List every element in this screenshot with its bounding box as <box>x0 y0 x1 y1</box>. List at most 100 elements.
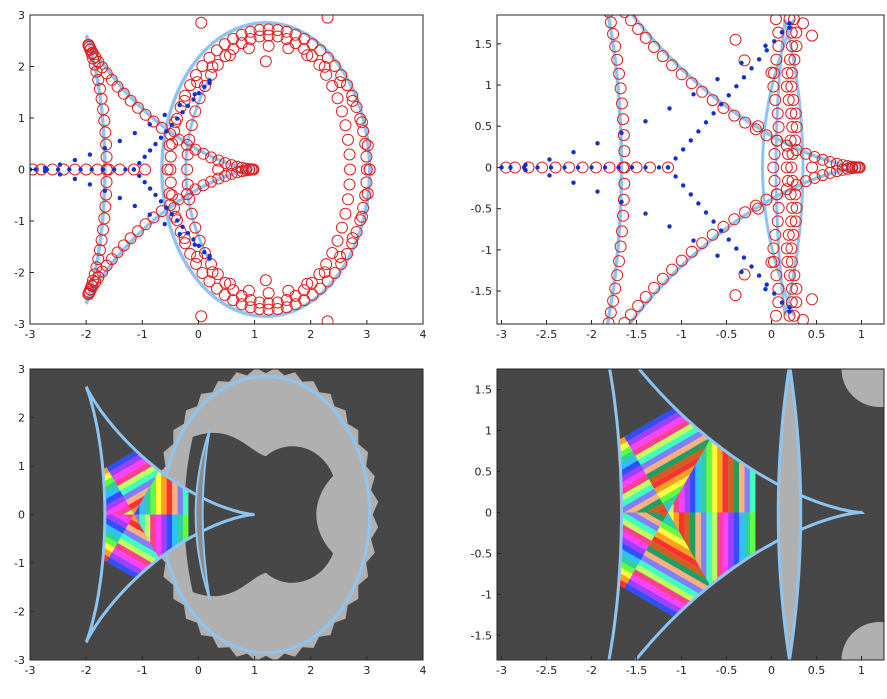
data-point-open <box>770 134 783 147</box>
data-point-open <box>240 162 253 175</box>
data-point-filled <box>147 148 153 153</box>
data-point-open <box>769 94 782 107</box>
data-point-open <box>344 163 357 176</box>
data-point-open <box>614 82 627 95</box>
x-tick-label: 1 <box>858 664 865 677</box>
data-point-open <box>95 234 108 247</box>
data-point-open <box>169 210 182 223</box>
data-point-filled <box>158 135 164 140</box>
color-band-sector <box>657 512 668 518</box>
data-point-open <box>752 120 764 133</box>
data-point-open <box>617 193 630 206</box>
color-band-sector <box>668 474 690 513</box>
data-point-open <box>83 286 96 299</box>
data-point-filled <box>547 173 552 178</box>
data-point-open <box>139 163 152 176</box>
data-point-open <box>618 316 631 324</box>
data-point-open <box>772 282 785 295</box>
data-point-open <box>331 92 344 105</box>
data-point-open <box>666 263 679 276</box>
data-point-open <box>131 101 144 114</box>
data-point-open <box>197 147 210 160</box>
data-point-filled <box>741 255 747 260</box>
data-point-filled <box>665 165 671 170</box>
data-point-open <box>786 120 799 133</box>
data-point-open <box>244 294 257 307</box>
color-band-sector <box>668 493 679 513</box>
data-point-open <box>341 247 354 260</box>
data-point-filled <box>715 76 720 82</box>
data-point-open <box>99 200 112 213</box>
data-point-open <box>675 68 688 81</box>
data-point-open <box>178 232 191 245</box>
data-point-open <box>203 275 216 288</box>
data-point-open <box>780 161 793 174</box>
data-point-open <box>225 159 238 172</box>
data-point-open <box>205 258 218 271</box>
y-tick-label: 1 <box>18 112 25 125</box>
data-point-open <box>346 232 359 245</box>
y-tick-label: -3 <box>14 654 25 667</box>
data-point-filled <box>772 39 777 44</box>
data-point-open <box>765 256 778 269</box>
data-point-filled <box>718 102 724 107</box>
data-point-open <box>242 42 255 55</box>
data-point-filled <box>162 221 167 227</box>
data-point-filled <box>142 180 147 185</box>
data-point-open <box>593 355 604 366</box>
data-point-open <box>203 51 216 64</box>
data-point-filled <box>87 182 93 187</box>
chart-bottom-right: -3 -2.5 -2 -1.5 -1 -0.5 0 0.5 1 -1.5 -1 -0.5 0 0.5 1 1.… <box>471 368 885 677</box>
data-point-open <box>717 220 730 233</box>
x-tick-label: -0.5 <box>716 664 737 677</box>
x-tick-label: 1 <box>251 664 258 677</box>
data-point-open <box>318 266 331 279</box>
data-point-open <box>164 176 177 189</box>
chart-top-left: -3 -2 -1 0 1 2 3 4 -3 -2 -1 0 1 2 3 <box>14 9 426 341</box>
data-point-open <box>227 284 240 297</box>
y-tick-label: 0 <box>485 506 492 519</box>
data-point-open <box>729 289 742 302</box>
data-point-open <box>147 211 160 224</box>
data-point-filled <box>89 167 94 172</box>
data-point-filled <box>147 186 153 191</box>
data-point-filled <box>616 165 621 170</box>
data-point-open <box>363 163 376 176</box>
x-tick-label: 0.5 <box>808 664 826 677</box>
data-point-filled <box>739 60 744 66</box>
data-point-open <box>624 308 637 321</box>
data-point-open <box>206 60 219 73</box>
data-point-open <box>824 155 837 168</box>
data-point-open <box>305 276 318 289</box>
data-point-filled <box>169 211 174 217</box>
data-point-open <box>253 302 266 315</box>
data-point-open <box>301 277 314 290</box>
plot-frame <box>496 14 885 325</box>
data-point-open <box>706 228 719 241</box>
data-point-open <box>618 145 631 158</box>
data-point-open <box>262 29 275 42</box>
color-band-sector <box>665 512 674 522</box>
data-point-open <box>100 138 113 151</box>
data-point-open <box>592 359 603 370</box>
data-point-open <box>790 40 803 53</box>
data-point-open <box>99 126 112 139</box>
data-point-open <box>752 202 764 215</box>
data-point-open <box>749 123 762 136</box>
data-point-open <box>666 59 679 72</box>
data-point-open <box>656 50 669 63</box>
y-tick-label: 0 <box>18 164 25 177</box>
data-point-open <box>212 163 225 176</box>
data-point-open <box>609 282 622 295</box>
data-point-open <box>696 85 709 98</box>
data-point-open <box>92 73 105 86</box>
data-point-open <box>613 255 626 268</box>
data-point-open <box>100 188 113 201</box>
y-tick-label: 0.5 <box>475 465 493 478</box>
data-point-filled <box>589 165 594 170</box>
data-point-open <box>242 284 255 297</box>
data-point-open <box>343 178 356 191</box>
data-point-filled <box>703 210 709 215</box>
data-point-open <box>210 44 223 57</box>
data-point-open <box>271 302 284 315</box>
